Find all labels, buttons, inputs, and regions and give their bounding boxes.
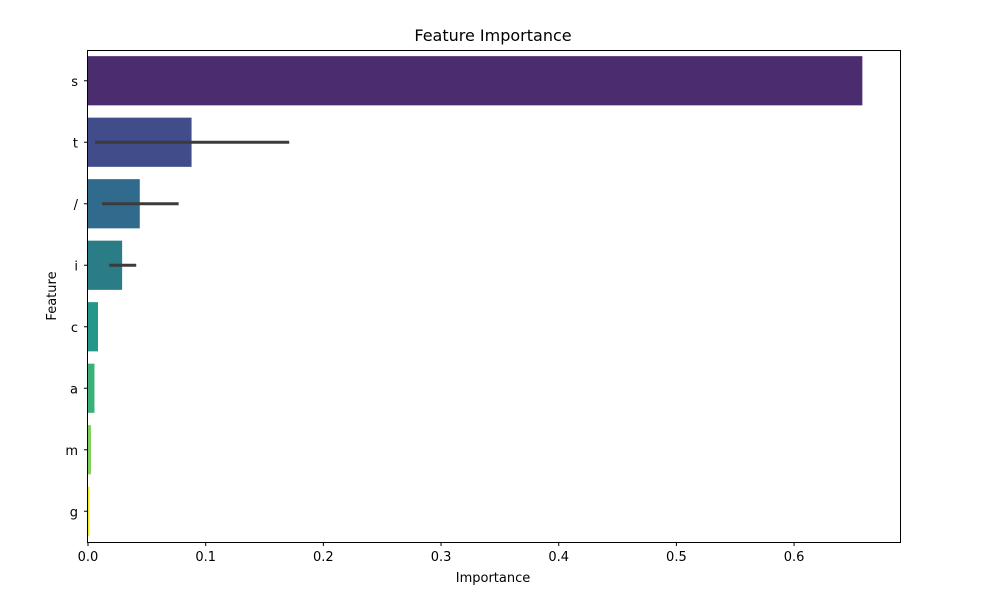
bar-5 [88,363,95,413]
plot-frame [87,50,901,543]
bar-7 [88,486,90,536]
x-tick-label-3: 0.3 [431,550,452,565]
y-tick-label-0: s [71,75,78,90]
y-tick-label-1: t [73,136,78,151]
x-tick-label-1: 0.1 [195,550,216,565]
chart-title: Feature Importance [414,26,571,45]
y-axis-label: Feature [45,271,60,320]
y-tick-label-4: c [71,321,78,336]
x-axis-ticks: 0.0 0.1 0.2 0.3 0.4 0.5 0.6 [78,542,805,565]
y-tick-label-3: i [74,259,78,274]
y-tick-label-7: g [70,505,78,520]
x-tick-label-4: 0.4 [548,550,569,565]
x-tick-label-5: 0.5 [666,550,687,565]
bar-4 [88,302,99,352]
bar-0 [88,56,863,106]
error-bars-group [95,140,290,267]
bars-group [88,56,863,536]
bar-6 [88,425,91,475]
x-tick-label-6: 0.6 [784,550,805,565]
y-tick-label-6: m [65,444,78,459]
y-tick-label-5: a [70,382,78,397]
y-axis-ticks: s t / i c a m g [65,75,88,520]
y-tick-label-2: / [74,198,79,213]
x-axis-label: Importance [456,571,531,586]
x-tick-label-0: 0.0 [78,550,99,565]
x-tick-label-2: 0.2 [313,550,334,565]
